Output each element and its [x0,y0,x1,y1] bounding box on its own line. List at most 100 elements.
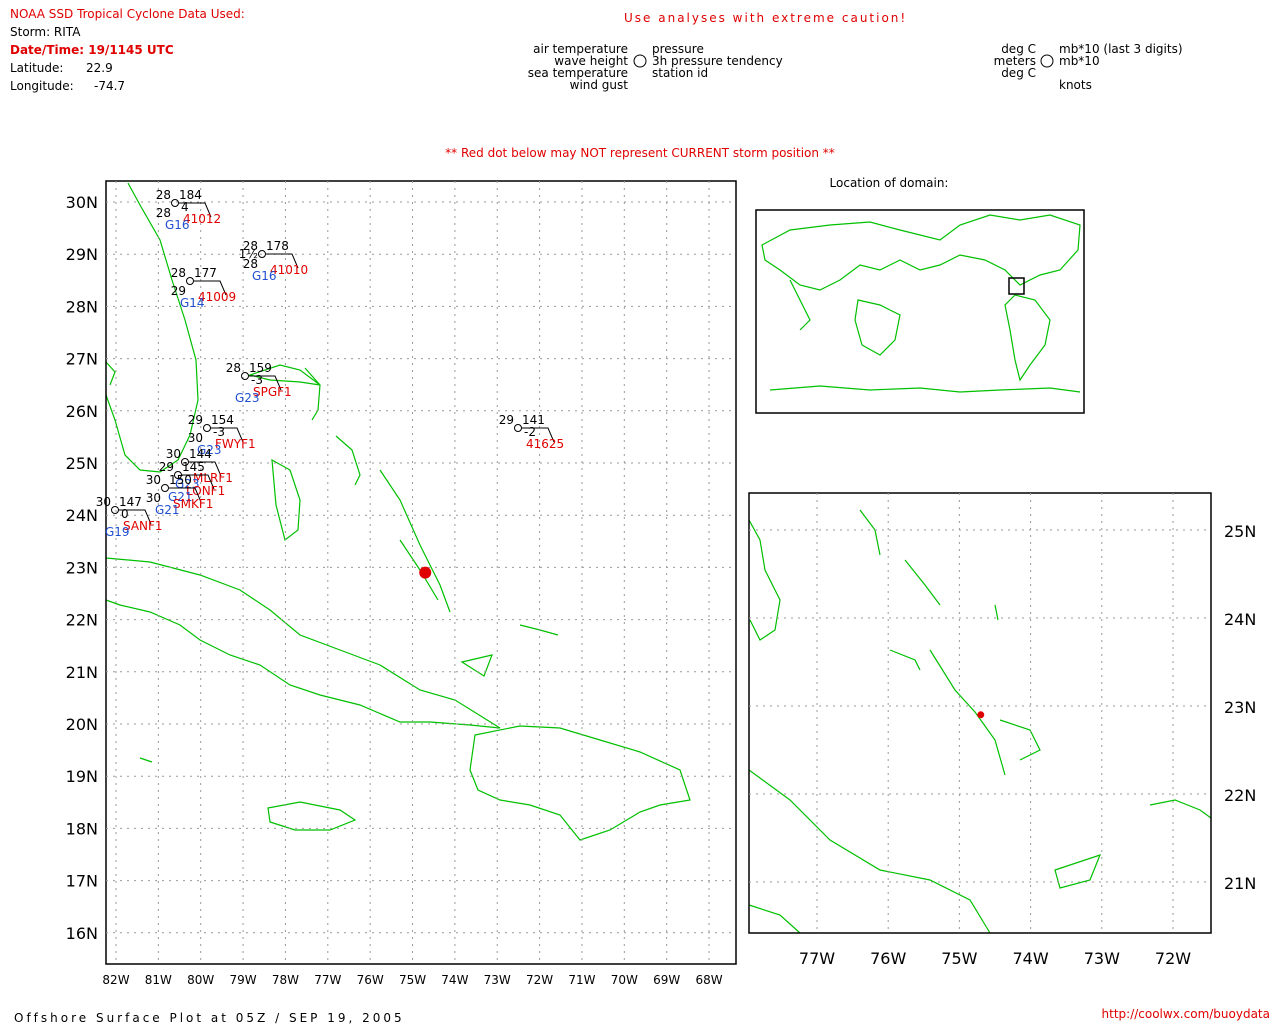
latitude-value: 22.9 [86,61,113,75]
units-left: deg C [1001,42,1036,56]
station-id: 41010 [270,263,308,277]
lat-label: 22N [1224,786,1256,805]
footer-url: http://coolwx.com/buoydata [1102,1007,1270,1021]
station-symbol [258,250,266,258]
pressure: 145 [182,460,205,474]
lat-label: 30N [66,193,98,212]
wind-barb [179,202,212,218]
station-id: 41009 [198,290,236,304]
wind-barb [189,461,222,477]
world-coastlines [761,214,1081,393]
lat-label: 24N [66,506,98,525]
lat-label: 25N [1224,522,1256,541]
lat-label: 28N [66,297,98,316]
latitude-label: Latitude: [10,61,63,75]
storm-name: Storm: RITA [10,25,81,39]
lat-label: 19N [66,767,98,786]
units-right: knots [1059,78,1092,92]
domain-box [1008,277,1025,295]
lat-label: 17N [66,872,98,891]
lon-label: 75W [399,973,426,987]
pressure-tendency: -3 [251,373,263,387]
station-symbol [514,424,522,432]
datetime: Date/Time: 19/1145 UTC [10,43,174,57]
pressure: 154 [211,413,234,427]
air-temperature: 28 [156,188,171,202]
lat-label: 23N [1224,698,1256,717]
main-coastlines [105,182,691,841]
station-symbol [203,424,211,432]
wind-barb [194,280,227,296]
main-map-frame [105,180,737,965]
station-symbol [186,277,194,285]
inset-coastlines [748,509,1212,934]
wind-barb [182,474,215,490]
lon-label: 70W [611,973,638,987]
longitude-value: -74.7 [94,79,125,93]
units-right: mb*10 [1059,54,1100,68]
footer-title: Offshore Surface Plot at 05Z / SEP 19, 2… [14,1011,405,1024]
pressure: 184 [179,188,202,202]
lat-label: 21N [1224,874,1256,893]
lon-label: 68W [695,973,722,987]
locator-frame [755,209,1085,414]
sea-temperature: 30 [146,491,161,505]
data-source: G16 [165,218,190,232]
station-symbol [174,471,182,479]
lat-label: 18N [66,819,98,838]
data-source: G23 [197,443,222,457]
lon-label: 75W [941,949,977,968]
legend-left: sea temperature [528,66,628,80]
data-source: G14 [180,296,205,310]
wind-barb [266,253,299,269]
pressure-tendency: -3 [213,425,225,439]
data-source: G16 [252,269,277,283]
locator-title: Location of domain: [830,176,949,190]
station-id: SPGF1 [253,385,292,399]
air-temperature: 28 [226,361,241,375]
air-temperature: 29 [499,413,514,427]
air-temperature: 30 [96,495,111,509]
legend-left: air temperature [533,42,628,56]
lon-label: 73W [1084,949,1120,968]
legend-left: wave height [554,54,628,68]
wind-barb [169,487,202,503]
wind-barb [211,427,244,443]
sea-temperature: 29 [171,284,186,298]
caution: Use analyses with extreme caution! [624,11,907,25]
lat-label: 22N [66,611,98,630]
lon-label: 77W [314,973,341,987]
lat-label: 24N [1224,610,1256,629]
lon-label: 81W [145,973,172,987]
station-id: SMKF1 [173,497,213,511]
station-symbol [111,506,119,514]
units-left: deg C [1001,66,1036,80]
source-line: NOAA SSD Tropical Cyclone Data Used: [10,7,245,21]
lon-label: 79W [230,973,257,987]
pressure: 159 [249,361,272,375]
station-id: LONF1 [186,484,225,498]
air-temperature: 28 [171,266,186,280]
wind-barb [119,509,152,525]
air-temperature: 30 [166,447,181,461]
units-right: mb*10 (last 3 digits) [1059,42,1183,56]
station-id: 41012 [183,212,221,226]
sea-temperature: 30 [188,431,203,445]
legend-station-symbol [633,54,647,68]
pressure-tendency: 4 [181,200,189,214]
storm-dot [419,566,432,579]
station-id: FWYF1 [215,437,256,451]
lat-label: 26N [66,402,98,421]
wind-barb [522,427,555,443]
legend-right: station id [652,66,708,80]
pressure: 150 [169,473,192,487]
lon-label: 69W [653,973,680,987]
air-temperature: 28 [243,239,258,253]
wind-barb [249,375,282,391]
lon-label: 73W [484,973,511,987]
wave-height: 1½ [239,247,258,261]
lon-label: 76W [870,949,906,968]
lon-label: 76W [357,973,384,987]
lon-label: 74W [441,973,468,987]
